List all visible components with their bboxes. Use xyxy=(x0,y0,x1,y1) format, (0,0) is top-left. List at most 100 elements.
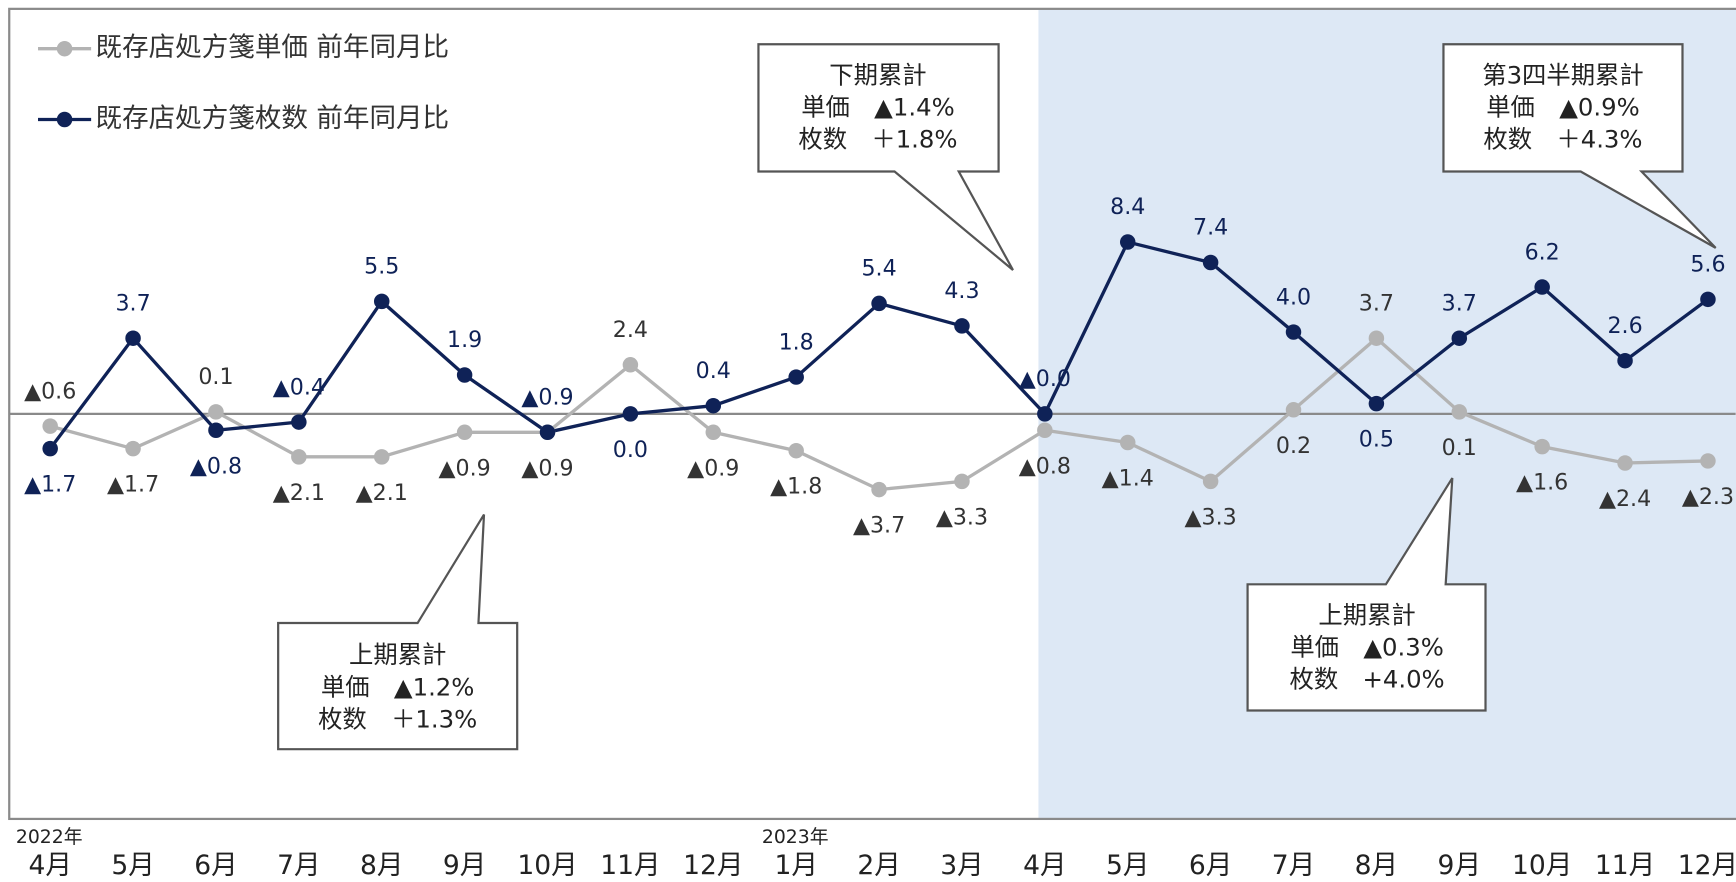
callout-text: 上期累計 xyxy=(349,640,446,669)
x-tick-label: 10月 xyxy=(1512,850,1572,881)
data-label: 3.7 xyxy=(1442,290,1477,316)
callout-box xyxy=(757,43,1014,271)
series-point xyxy=(1119,434,1136,451)
callout-text: 第3四半期累計 xyxy=(1482,60,1643,89)
series-point xyxy=(871,295,887,312)
data-label: ▲2.4 xyxy=(1599,486,1651,512)
legend-label: 既存店処方箋単価 前年同月比 xyxy=(96,32,450,63)
data-label: ▲2.3 xyxy=(1682,484,1734,510)
series-point xyxy=(539,424,556,441)
x-tick-label: 9月 xyxy=(443,850,486,881)
series-point xyxy=(1368,395,1385,412)
series-point xyxy=(1037,422,1053,438)
data-label: ▲1.8 xyxy=(770,474,822,500)
callout-text: 単価 ▲1.4% xyxy=(801,92,955,121)
x-tick-label: 9月 xyxy=(1438,850,1481,881)
x-tick-label: 5月 xyxy=(1106,850,1149,881)
callouts xyxy=(277,43,1717,751)
legend-label: 既存店処方箋枚数 前年同月比 xyxy=(96,103,450,134)
x-tick-label: 8月 xyxy=(1355,850,1398,881)
data-label: 0.1 xyxy=(1442,435,1477,461)
data-label: 1.9 xyxy=(447,327,482,353)
x-tick-label: 4月 xyxy=(1023,850,1066,881)
data-label: 6.2 xyxy=(1525,239,1560,265)
series-point xyxy=(1700,291,1716,308)
data-label: ▲1.4 xyxy=(1102,466,1154,492)
data-label: 0.2 xyxy=(1276,433,1311,459)
series-point xyxy=(788,369,804,385)
series-point xyxy=(622,357,639,373)
series-point xyxy=(954,473,970,490)
series-point xyxy=(871,481,887,498)
callout-box xyxy=(1246,477,1487,712)
series-point xyxy=(1534,279,1550,295)
callout-text: 枚数 ＋4.3% xyxy=(1483,125,1642,154)
data-label: 8.4 xyxy=(1110,194,1145,220)
callout-text: 単価 ▲1.2% xyxy=(321,672,475,701)
x-tick-label: 4月 xyxy=(28,850,71,881)
series-point xyxy=(1451,330,1468,346)
callout-text: 上期累計 xyxy=(1318,600,1415,629)
data-label: ▲1.7 xyxy=(24,472,76,498)
data-label: ▲0.0 xyxy=(1019,366,1071,392)
data-label: ▲0.9 xyxy=(439,455,491,481)
year-label: 2023年 xyxy=(762,826,829,848)
legend-marker xyxy=(56,40,73,57)
callout-text: 下期累計 xyxy=(829,60,926,89)
data-label: 3.7 xyxy=(1359,290,1394,316)
data-label: ▲0.9 xyxy=(521,384,573,410)
series-point xyxy=(1285,324,1302,340)
series-point xyxy=(788,442,804,459)
series-point xyxy=(1617,352,1633,369)
series-point xyxy=(622,406,639,422)
data-label: 5.5 xyxy=(364,254,399,280)
series-point xyxy=(42,418,58,434)
series-point xyxy=(705,397,722,414)
callout-text: 枚数 ＋1.3% xyxy=(318,704,477,733)
data-label: ▲2.1 xyxy=(356,480,408,506)
data-label: ▲3.3 xyxy=(936,504,988,530)
callout-text: 枚数 +4.0% xyxy=(1290,665,1445,694)
x-tick-label: 8月 xyxy=(360,850,403,881)
x-tick-label: 3月 xyxy=(940,850,983,881)
legend-marker xyxy=(56,111,73,128)
data-label: 5.4 xyxy=(861,256,896,282)
data-label: ▲0.6 xyxy=(24,378,76,404)
data-label: 1.8 xyxy=(779,329,814,355)
series-point xyxy=(456,424,473,441)
x-tick-label: 6月 xyxy=(1189,850,1232,881)
series-point xyxy=(373,449,390,465)
callout-box xyxy=(1442,43,1717,249)
series-point xyxy=(125,330,141,346)
series-point xyxy=(1285,402,1302,418)
x-tick-label: 10月 xyxy=(517,850,577,881)
data-label: 2.6 xyxy=(1607,313,1642,339)
callout-text: 単価 ▲0.3% xyxy=(1290,632,1444,661)
data-label: ▲0.9 xyxy=(521,455,573,481)
data-label: ▲2.1 xyxy=(273,480,325,506)
callout-box xyxy=(277,514,519,751)
data-label: 0.1 xyxy=(198,364,233,390)
series-point xyxy=(1700,453,1716,469)
series-point xyxy=(373,293,390,310)
series-point xyxy=(208,404,224,420)
data-label: ▲0.9 xyxy=(687,455,739,481)
x-tick-label: 12月 xyxy=(1678,850,1736,881)
series-point xyxy=(954,318,970,334)
series-point xyxy=(456,367,473,383)
series-point xyxy=(208,422,224,438)
series-point xyxy=(1202,473,1219,490)
series-point xyxy=(1534,438,1550,455)
data-label: 0.5 xyxy=(1359,427,1394,453)
data-label: 0.0 xyxy=(613,437,648,463)
series-point xyxy=(125,440,141,457)
x-tick-label: 6月 xyxy=(194,850,237,881)
data-label: ▲1.6 xyxy=(1516,470,1568,496)
x-tick-label: 2月 xyxy=(857,850,900,881)
data-label: ▲0.8 xyxy=(190,453,242,479)
x-tick-label: 7月 xyxy=(277,850,320,881)
series-point xyxy=(1202,254,1219,271)
series-point xyxy=(1119,234,1136,250)
data-label: ▲3.7 xyxy=(853,513,905,539)
data-label: 2.4 xyxy=(613,317,648,343)
